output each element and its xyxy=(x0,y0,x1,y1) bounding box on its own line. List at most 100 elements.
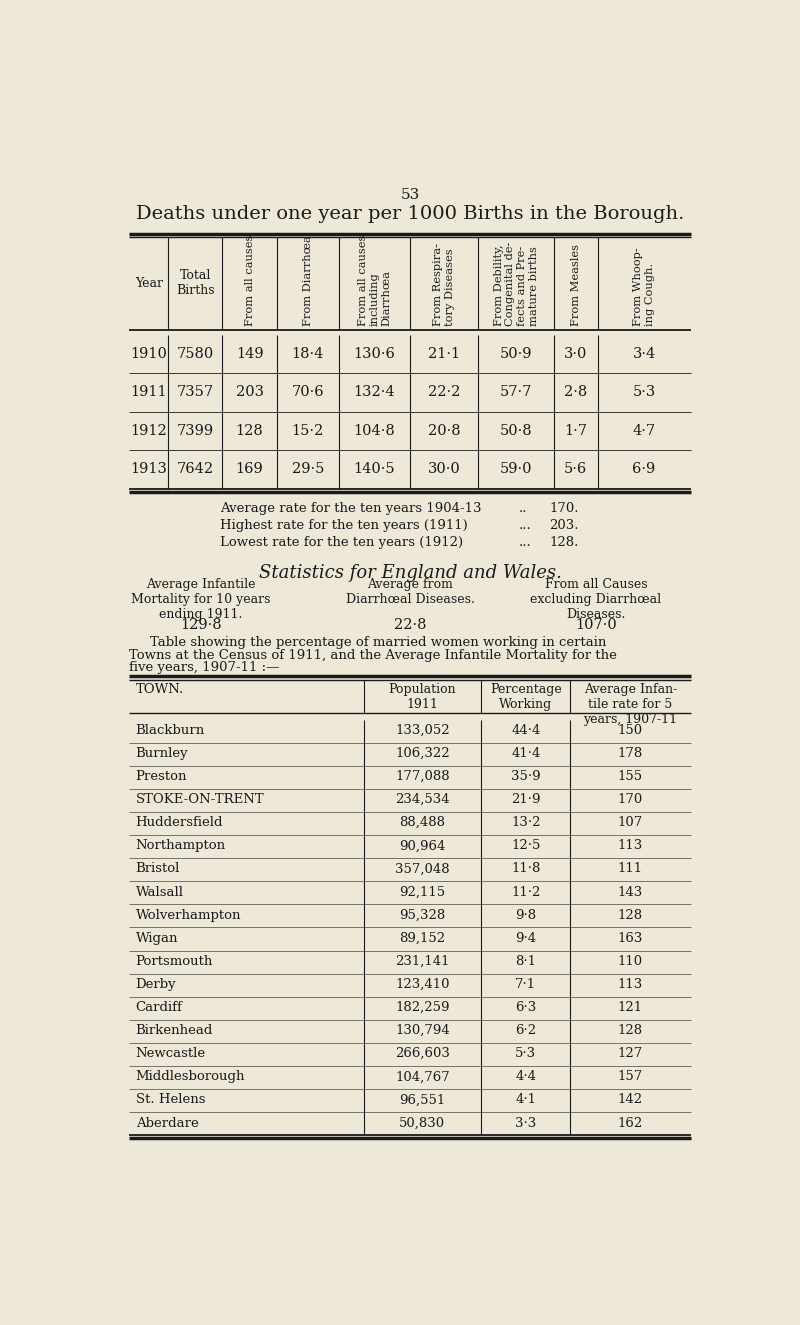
Text: TOWN.: TOWN. xyxy=(136,682,184,696)
Text: 6·3: 6·3 xyxy=(515,1002,537,1014)
Text: 107·0: 107·0 xyxy=(575,617,617,632)
Text: 9·8: 9·8 xyxy=(515,909,537,922)
Text: 104,767: 104,767 xyxy=(395,1071,450,1084)
Text: 35·9: 35·9 xyxy=(511,770,541,783)
Text: 127: 127 xyxy=(618,1047,643,1060)
Text: 157: 157 xyxy=(618,1071,643,1084)
Text: 128: 128 xyxy=(236,424,263,437)
Text: 12·5: 12·5 xyxy=(511,839,541,852)
Text: 129·8: 129·8 xyxy=(180,617,222,632)
Text: 128.: 128. xyxy=(550,537,579,550)
Text: Aberdare: Aberdare xyxy=(136,1117,198,1129)
Text: 57·7: 57·7 xyxy=(500,386,532,399)
Text: Statistics for England and Wales.: Statistics for England and Wales. xyxy=(258,564,562,582)
Text: 182,259: 182,259 xyxy=(395,1002,450,1014)
Text: From Whoop-
ing Cough.: From Whoop- ing Cough. xyxy=(634,248,655,326)
Text: 1910: 1910 xyxy=(130,347,167,360)
Text: From Respira-
tory Diseases: From Respira- tory Diseases xyxy=(434,242,455,326)
Text: 266,603: 266,603 xyxy=(395,1047,450,1060)
Text: 4·1: 4·1 xyxy=(515,1093,536,1106)
Text: 3·4: 3·4 xyxy=(633,347,656,360)
Text: Table showing the percentage of married women working in certain: Table showing the percentage of married … xyxy=(150,636,606,649)
Text: From Debility,
Congenital de-
fects and Pre-
mature births: From Debility, Congenital de- fects and … xyxy=(494,241,538,326)
Text: 132·4: 132·4 xyxy=(354,386,395,399)
Text: 169: 169 xyxy=(236,462,263,476)
Text: 18·4: 18·4 xyxy=(291,347,324,360)
Text: 178: 178 xyxy=(618,747,643,761)
Text: Blackburn: Blackburn xyxy=(136,723,205,737)
Text: 6·2: 6·2 xyxy=(515,1024,537,1037)
Text: Bristol: Bristol xyxy=(136,863,180,876)
Text: 104·8: 104·8 xyxy=(354,424,395,437)
Text: 2·8: 2·8 xyxy=(564,386,587,399)
Text: 50·8: 50·8 xyxy=(500,424,533,437)
Text: 92,115: 92,115 xyxy=(399,885,446,898)
Text: From Measles: From Measles xyxy=(571,244,581,326)
Text: 150: 150 xyxy=(618,723,643,737)
Text: 44·4: 44·4 xyxy=(511,723,541,737)
Text: Highest rate for the ten years (1911): Highest rate for the ten years (1911) xyxy=(220,519,468,533)
Text: 6·9: 6·9 xyxy=(633,462,656,476)
Text: 170: 170 xyxy=(618,794,643,806)
Text: From Diarrhœa: From Diarrhœa xyxy=(302,236,313,326)
Text: 96,551: 96,551 xyxy=(399,1093,446,1106)
Text: Middlesborough: Middlesborough xyxy=(136,1071,245,1084)
Text: 111: 111 xyxy=(618,863,643,876)
Text: St. Helens: St. Helens xyxy=(136,1093,205,1106)
Text: From all causes
including
Diarrhœa: From all causes including Diarrhœa xyxy=(358,235,391,326)
Text: Total
Births: Total Births xyxy=(176,269,214,297)
Text: Burnley: Burnley xyxy=(136,747,188,761)
Text: 128: 128 xyxy=(618,1024,643,1037)
Text: 149: 149 xyxy=(236,347,263,360)
Text: Deaths under one year per 1000 Births in the Borough.: Deaths under one year per 1000 Births in… xyxy=(136,205,684,223)
Text: 20·8: 20·8 xyxy=(428,424,461,437)
Text: 143: 143 xyxy=(618,885,643,898)
Text: 70·6: 70·6 xyxy=(291,386,324,399)
Text: 41·4: 41·4 xyxy=(511,747,541,761)
Text: Year: Year xyxy=(135,277,163,290)
Text: 11·2: 11·2 xyxy=(511,885,541,898)
Text: From all causes: From all causes xyxy=(245,235,254,326)
Text: 90,964: 90,964 xyxy=(399,839,446,852)
Text: ..: .. xyxy=(518,502,527,515)
Text: 107: 107 xyxy=(618,816,643,829)
Text: Population
1911: Population 1911 xyxy=(389,682,456,710)
Text: 234,534: 234,534 xyxy=(395,794,450,806)
Text: 7399: 7399 xyxy=(177,424,214,437)
Text: 231,141: 231,141 xyxy=(395,955,450,967)
Text: 21·9: 21·9 xyxy=(511,794,541,806)
Text: 7580: 7580 xyxy=(177,347,214,360)
Text: Portsmouth: Portsmouth xyxy=(136,955,213,967)
Text: 4·4: 4·4 xyxy=(515,1071,536,1084)
Text: five years, 1907-11 :—: five years, 1907-11 :— xyxy=(130,661,280,674)
Text: Walsall: Walsall xyxy=(136,885,184,898)
Text: 155: 155 xyxy=(618,770,643,783)
Text: 113: 113 xyxy=(618,839,643,852)
Text: 7·1: 7·1 xyxy=(515,978,537,991)
Text: 11·8: 11·8 xyxy=(511,863,541,876)
Text: 3·0: 3·0 xyxy=(564,347,587,360)
Text: Wigan: Wigan xyxy=(136,931,178,945)
Text: Preston: Preston xyxy=(136,770,187,783)
Text: STOKE-ON-TRENT: STOKE-ON-TRENT xyxy=(136,794,264,806)
Text: Newcastle: Newcastle xyxy=(136,1047,206,1060)
Text: 22·8: 22·8 xyxy=(394,617,426,632)
Text: 13·2: 13·2 xyxy=(511,816,541,829)
Text: Lowest rate for the ten years (1912): Lowest rate for the ten years (1912) xyxy=(220,537,463,550)
Text: 113: 113 xyxy=(618,978,643,991)
Text: 140·5: 140·5 xyxy=(354,462,395,476)
Text: 15·2: 15·2 xyxy=(291,424,324,437)
Text: 142: 142 xyxy=(618,1093,643,1106)
Text: 89,152: 89,152 xyxy=(399,931,446,945)
Text: Average Infan-
tile rate for 5
years, 1907-11: Average Infan- tile rate for 5 years, 19… xyxy=(583,682,678,726)
Text: 357,048: 357,048 xyxy=(395,863,450,876)
Text: 30·0: 30·0 xyxy=(428,462,461,476)
Text: 22·2: 22·2 xyxy=(428,386,460,399)
Text: 163: 163 xyxy=(618,931,643,945)
Text: Average from
Diarrhœal Diseases.: Average from Diarrhœal Diseases. xyxy=(346,578,474,606)
Text: Cardiff: Cardiff xyxy=(136,1002,182,1014)
Text: 7642: 7642 xyxy=(177,462,214,476)
Text: Northampton: Northampton xyxy=(136,839,226,852)
Text: 1912: 1912 xyxy=(130,424,167,437)
Text: 21·1: 21·1 xyxy=(428,347,460,360)
